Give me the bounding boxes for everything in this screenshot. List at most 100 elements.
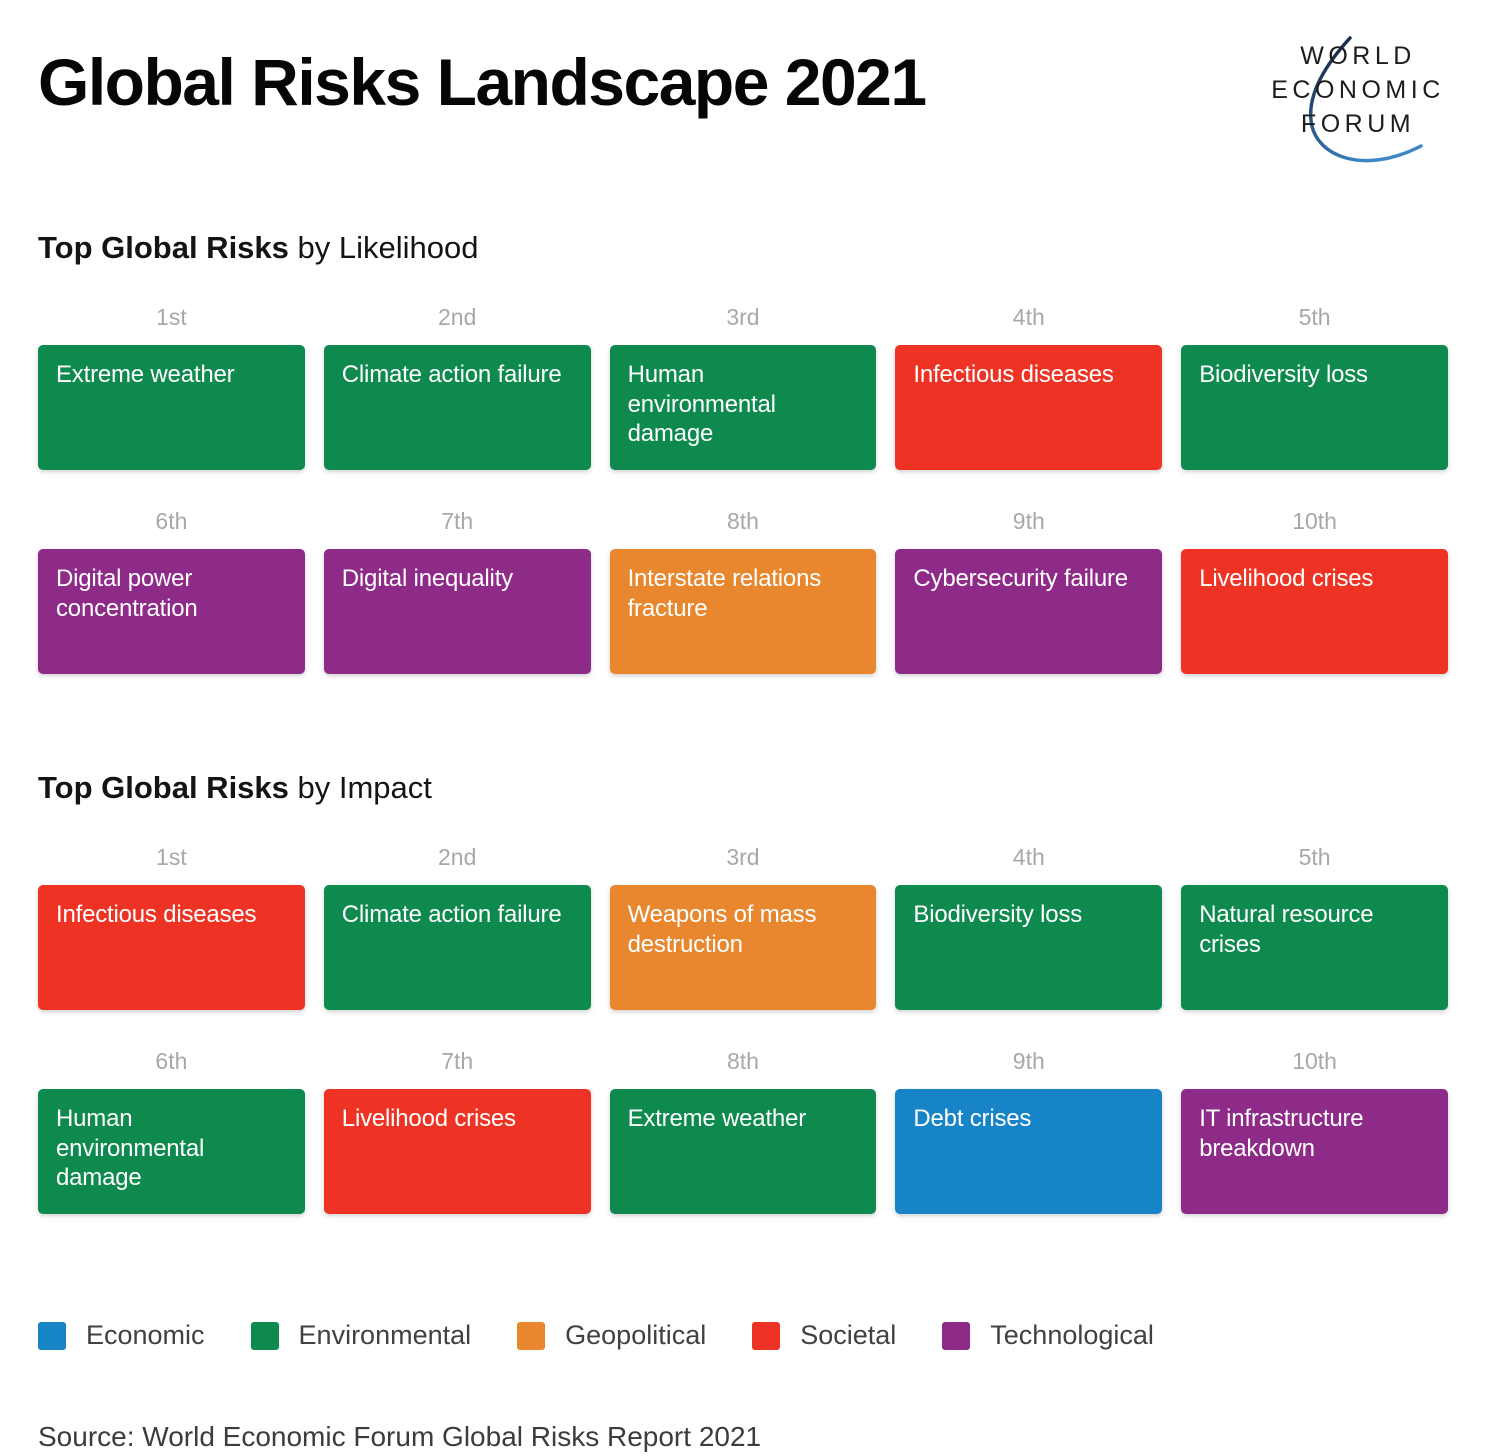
risk-card: Cybersecurity failure (895, 549, 1163, 674)
rank-label: 5th (1298, 304, 1331, 330)
risk-section: Top Global Risks by Likelihood 1st 2nd 3rd 4… (38, 230, 1448, 674)
rank-label: 3rd (726, 304, 760, 330)
risk-card: Natural resource crises (1181, 885, 1448, 1010)
risk-card-label: Infectious diseases (913, 361, 1114, 388)
risk-card-label: Human environmental damage (56, 1105, 205, 1192)
risk-card-label: Biodiversity loss (913, 901, 1083, 928)
rank-label: 5th (1298, 844, 1331, 870)
section-heading: Top Global Risks by Likelihood (38, 230, 1448, 266)
legend-item: Geopolitical (517, 1320, 706, 1351)
rank-label: 2nd (438, 304, 477, 330)
risk-card: Biodiversity loss (895, 885, 1163, 1010)
risk-card: Infectious diseases (895, 345, 1163, 470)
risk-card-label: Digital power concentration (56, 565, 198, 622)
risk-card: Human environmental damage (609, 345, 877, 470)
risk-card-label: Weapons of mass destruction (627, 901, 817, 958)
page-title: Global Risks Landscape 2021 (38, 45, 927, 119)
rank-label: 4th (1012, 844, 1045, 870)
wef-logo-line-2: ECONOMIC (1271, 76, 1445, 104)
risk-card: Digital inequality (323, 549, 591, 674)
rank-label: 1st (156, 844, 187, 870)
wef-logo-line-3: FORUM (1301, 110, 1415, 138)
rank-label: 2nd (438, 844, 477, 870)
risk-card: Livelihood crises (323, 1089, 591, 1214)
legend-item: Technological (942, 1320, 1154, 1351)
rank-label: 4th (1012, 304, 1045, 330)
risk-card-label: Climate action failure (341, 901, 562, 928)
section-heading-rest: by Likelihood (288, 230, 479, 265)
rank-label: 10th (1292, 508, 1337, 534)
risk-card: Extreme weather (609, 1089, 877, 1214)
risk-card: Climate action failure (323, 345, 591, 470)
header: Global Risks Landscape 2021 WORLD ECONOM… (38, 0, 1448, 204)
legend-swatch-icon (752, 1321, 781, 1350)
section-heading-rest: by Impact (288, 770, 432, 805)
risk-card-label: Human environmental damage (627, 361, 776, 448)
legend-label: Technological (990, 1320, 1154, 1350)
legend-swatch-icon (250, 1321, 279, 1350)
card-row: Human environmental damage Livelihood cri… (38, 1089, 1448, 1214)
rank-row: 1st 2nd 3rd 4th 5th (38, 304, 1448, 331)
source-note: Source: World Economic Forum Global Risk… (38, 1421, 762, 1452)
section-heading-bold: Top Global Risks (38, 230, 289, 265)
rank-row: 6th 7th 8th 9th 10th (38, 1048, 1448, 1075)
risk-card-label: Livelihood crises (341, 1105, 516, 1132)
risk-card-label: Climate action failure (341, 361, 562, 388)
legend-label: Environmental (298, 1320, 472, 1350)
rank-label: 8th (727, 1048, 759, 1074)
risk-card: Human environmental damage (38, 1089, 305, 1214)
legend: Economic Environmental Geopolitical Societa… (38, 1320, 1448, 1351)
legend-label: Geopolitical (565, 1320, 707, 1350)
risk-card: Extreme weather (38, 345, 305, 470)
rank-label: 3rd (726, 844, 760, 870)
rank-label: 10th (1292, 1048, 1337, 1074)
risk-card-label: Cybersecurity failure (913, 565, 1128, 592)
risk-card-label: Extreme weather (627, 1105, 807, 1132)
rank-label: 1st (156, 304, 187, 330)
rank-label: 9th (1012, 508, 1045, 534)
rank-label: 6th (155, 1048, 188, 1074)
card-row: Infectious diseases Climate action failur… (38, 885, 1448, 1010)
rank-row: 6th 7th 8th 9th 10th (38, 508, 1448, 535)
rank-row: 1st 2nd 3rd 4th 5th (38, 844, 1448, 871)
rank-label: 8th (727, 508, 759, 534)
risk-card: Biodiversity loss (1181, 345, 1448, 470)
legend-swatch-icon (517, 1321, 546, 1350)
section-heading: Top Global Risks by Impact (38, 770, 1448, 806)
rank-label: 9th (1012, 1048, 1045, 1074)
wef-logo: WORLD ECONOMIC FORUM (1271, 36, 1445, 163)
wef-swoosh-icon (1309, 36, 1423, 163)
legend-label: Societal (800, 1320, 897, 1350)
risk-card: IT infrastructure breakdown (1181, 1089, 1448, 1214)
rank-label: 6th (155, 508, 188, 534)
risk-card-label: Infectious diseases (56, 901, 257, 928)
risk-card: Interstate relations fracture (609, 549, 877, 674)
risk-card-label: Livelihood crises (1199, 565, 1374, 592)
risk-card-label: Extreme weather (56, 361, 235, 388)
legend-swatch-icon (38, 1321, 66, 1350)
risk-card-label: IT infrastructure breakdown (1199, 1105, 1364, 1162)
rank-label: 7th (441, 1048, 474, 1074)
risk-card-label: Biodiversity loss (1199, 361, 1368, 388)
legend-swatch-icon (942, 1321, 971, 1350)
card-row: Digital power concentration Digital inequ… (38, 549, 1448, 674)
risk-card-label: Debt crises (913, 1105, 1032, 1132)
risk-card-label: Natural resource crises (1199, 901, 1374, 958)
risk-card: Debt crises (895, 1089, 1163, 1214)
risk-card: Infectious diseases (38, 885, 305, 1010)
risk-section: Top Global Risks by Impact 1st 2nd 3rd 4th 5t… (38, 770, 1448, 1214)
wef-logo-line-1: WORLD (1300, 42, 1416, 70)
legend-item: Economic (38, 1320, 205, 1351)
legend-item: Environmental (250, 1320, 472, 1351)
risk-card: Weapons of mass destruction (609, 885, 877, 1010)
section-heading-bold: Top Global Risks (38, 770, 289, 805)
card-row: Extreme weather Climate action failure Hum… (38, 345, 1448, 470)
risk-card-label: Interstate relations fracture (627, 565, 822, 622)
risk-card-label: Digital inequality (341, 565, 513, 592)
legend-item: Societal (752, 1320, 896, 1351)
rank-label: 7th (441, 508, 474, 534)
legend-label: Economic (86, 1320, 205, 1350)
risk-card: Digital power concentration (38, 549, 305, 674)
risk-card: Livelihood crises (1181, 549, 1448, 674)
